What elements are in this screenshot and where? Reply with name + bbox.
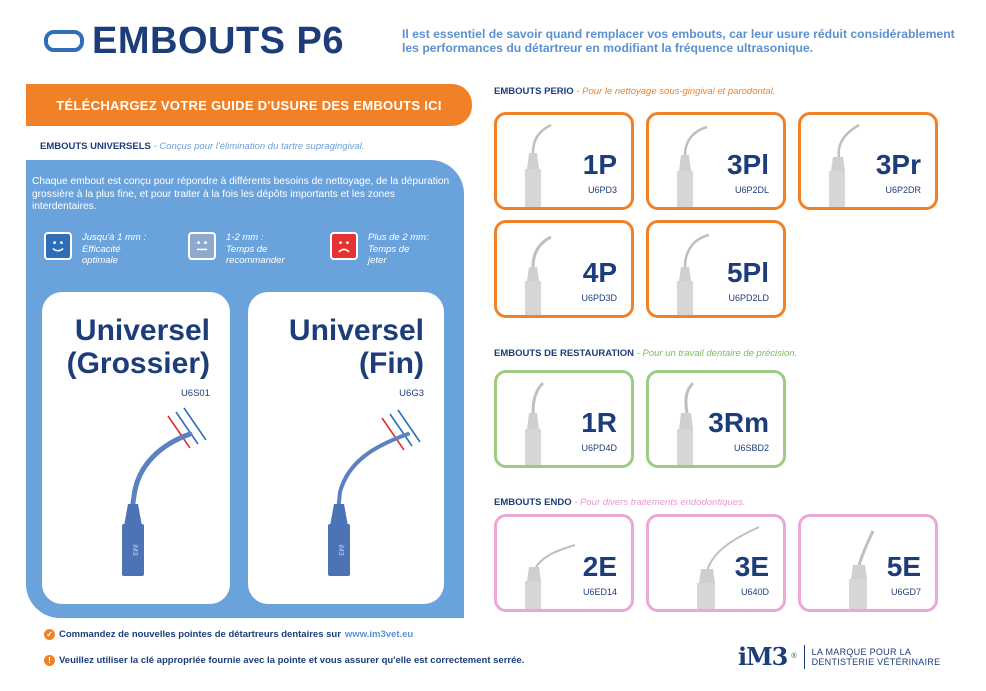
page-title: EMBOUTS P6 xyxy=(92,20,345,62)
universal-subheading: - Conçus pour l'élimination du tartre su… xyxy=(153,141,365,152)
tip-3e-image xyxy=(697,526,760,609)
tip-4p-image xyxy=(525,235,552,315)
tip-card-3e[interactable]: 3E U640D xyxy=(646,514,786,612)
tip-card-5pl[interactable]: 5Pl U6PD2LD xyxy=(646,220,786,318)
header-logo-icon xyxy=(44,30,84,52)
perio-section-heading: EMBOUTS PERIO - Pour le nettoyage sous-g… xyxy=(494,86,775,97)
tip-2e-name: 2E xyxy=(582,551,617,582)
tip-1p-name: 1P xyxy=(582,149,617,180)
tip-3pr-image xyxy=(829,123,860,207)
tip-1r-image xyxy=(525,381,545,465)
tip-3e-name: 3E xyxy=(734,551,769,582)
brand-logo: iM3 ® LA MARQUE POUR LA DENTISTERIE VÉTÉ… xyxy=(738,642,940,671)
tip-2e-image xyxy=(525,544,576,609)
universal-fine-code: U6G3 xyxy=(399,388,424,399)
tip-card-4p[interactable]: 4P U6PD3D xyxy=(494,220,634,318)
wear-reorder-line2: Temps de xyxy=(226,243,268,255)
universal-fine-engraving: iM3 xyxy=(337,544,344,555)
endo-section-heading: EMBOUTS ENDO - Pour divers traitements e… xyxy=(494,497,745,508)
download-guide-button[interactable]: TÉLÉCHARGEZ VOTRE GUIDE D'USURE DES EMBO… xyxy=(26,84,472,126)
tip-card-1r[interactable]: 1R U6PD4D xyxy=(494,370,634,468)
brand-registered: ® xyxy=(791,653,797,660)
tip-3rm-code: U6SBD2 xyxy=(733,443,769,453)
order-info-icon: ✓ xyxy=(44,629,55,640)
warning-line: ! Veuillez utiliser la clé appropriée fo… xyxy=(44,655,524,666)
sad-face-icon xyxy=(330,232,358,260)
order-line: ✓ Commandez de nouvelles pointes de déta… xyxy=(44,629,413,640)
restoration-subheading: - Pour un travail dentaire de précision. xyxy=(636,348,798,359)
wear-optimal-line1: Jusqu'à 1 mm : xyxy=(82,232,147,243)
tip-3e-code: U640D xyxy=(740,587,769,597)
brand-tagline-line1: LA MARQUE POUR LA xyxy=(811,646,912,657)
tip-card-3rm[interactable]: 3Rm U6SBD2 xyxy=(646,370,786,468)
tip-3pl-image xyxy=(677,125,708,207)
wear-optimal-line2: Efficacité xyxy=(82,243,121,255)
tip-3pr-code: U6P2DR xyxy=(885,185,921,195)
tip-3pl-code: U6P2DL xyxy=(734,185,769,195)
smile-face-icon xyxy=(44,232,72,260)
brand-mark: iM3 xyxy=(738,642,788,671)
endo-subheading: - Pour divers traitements endodontiques. xyxy=(574,497,746,508)
universal-coarse-tip-image: iM3 xyxy=(122,407,207,576)
tip-5e-name: 5E xyxy=(886,551,921,582)
order-text: Commandez de nouvelles pointes de détart… xyxy=(59,629,341,640)
tip-1r-name: 1R xyxy=(581,407,617,438)
universal-coarse-card: Universel (Grossier) U6S01 iM3 xyxy=(42,292,230,604)
restoration-heading: EMBOUTS DE RESTAURATION xyxy=(494,348,635,359)
wear-level-discard: Plus de 2 mm: Temps de jeter xyxy=(330,232,460,276)
tip-1p-image xyxy=(525,123,552,207)
tip-5pl-code: U6PD2LD xyxy=(728,293,769,303)
tip-3rm-name: 3Rm xyxy=(708,407,769,438)
neutral-face-icon xyxy=(188,232,216,260)
universal-fine-tip-image: iM3 xyxy=(328,409,421,576)
tip-5pl-image xyxy=(677,233,710,315)
intro-text: Il est essentiel de savoir quand remplac… xyxy=(402,27,955,55)
tip-1p-code: U6PD3 xyxy=(587,185,617,195)
wear-reorder-line1: 1-2 mm : xyxy=(226,232,264,243)
perio-heading: EMBOUTS PERIO xyxy=(494,86,574,97)
universal-coarse-name-line1: Universel xyxy=(74,314,210,347)
wear-optimal-line3: optimale xyxy=(82,255,118,266)
universal-coarse-code: U6S01 xyxy=(180,388,210,399)
wear-reorder-line3: recommander xyxy=(226,255,285,266)
universal-description: Chaque embout est conçu pour répondre à … xyxy=(32,176,450,212)
brand-tagline-line2: DENTISTERIE VÉTÉRINAIRE xyxy=(811,656,941,667)
tip-card-5e[interactable]: 5E U6GD7 xyxy=(798,514,938,612)
universal-fine-card: Universel (Fin) U6G3 iM3 xyxy=(248,292,444,604)
order-link[interactable]: www.im3vet.eu xyxy=(344,629,414,640)
tip-4p-name: 4P xyxy=(582,257,617,288)
wear-level-optimal: Jusqu'à 1 mm : Efficacité optimale xyxy=(44,232,184,276)
universal-fine-name-line2: (Fin) xyxy=(359,347,424,380)
tip-5pl-name: 5Pl xyxy=(726,257,769,288)
tip-card-3pr[interactable]: 3Pr U6P2DR xyxy=(798,112,938,210)
warning-icon: ! xyxy=(44,655,55,666)
tip-2e-code: U6ED14 xyxy=(582,587,617,597)
perio-subheading: - Pour le nettoyage sous-gingival et par… xyxy=(576,86,776,97)
tip-4p-code: U6PD3D xyxy=(581,293,617,303)
wear-discard-line1: Plus de 2 mm: xyxy=(368,232,429,243)
brand-separator xyxy=(803,644,805,669)
tip-card-3pl[interactable]: 3Pl U6P2DL xyxy=(646,112,786,210)
tip-3rm-image xyxy=(677,381,695,465)
tip-card-1p[interactable]: 1P U6PD3 xyxy=(494,112,634,210)
wear-discard-line2: Temps de xyxy=(368,243,410,255)
universal-heading: EMBOUTS UNIVERSELS xyxy=(40,141,151,152)
restoration-section-heading: EMBOUTS DE RESTAURATION - Pour un travai… xyxy=(494,348,797,359)
tip-3pr-name: 3Pr xyxy=(875,149,921,180)
tip-1r-code: U6PD4D xyxy=(581,443,617,453)
universal-coarse-engraving: iM3 xyxy=(131,544,138,555)
warning-text: Veuillez utiliser la clé appropriée four… xyxy=(59,655,525,666)
tip-5e-code: U6GD7 xyxy=(890,587,921,597)
universal-fine-name-line1: Universel xyxy=(288,314,424,347)
endo-heading: EMBOUTS ENDO xyxy=(494,497,572,508)
universal-section-heading: EMBOUTS UNIVERSELS - Conçus pour l'élimi… xyxy=(40,141,364,152)
tip-5e-image xyxy=(849,530,875,609)
universal-coarse-name-line2: (Grossier) xyxy=(66,347,210,380)
wear-discard-line3: jeter xyxy=(368,255,387,266)
tip-card-2e[interactable]: 2E U6ED14 xyxy=(494,514,634,612)
tip-3pl-name: 3Pl xyxy=(726,149,769,180)
wear-level-reorder: 1-2 mm : Temps de recommander xyxy=(188,232,328,276)
